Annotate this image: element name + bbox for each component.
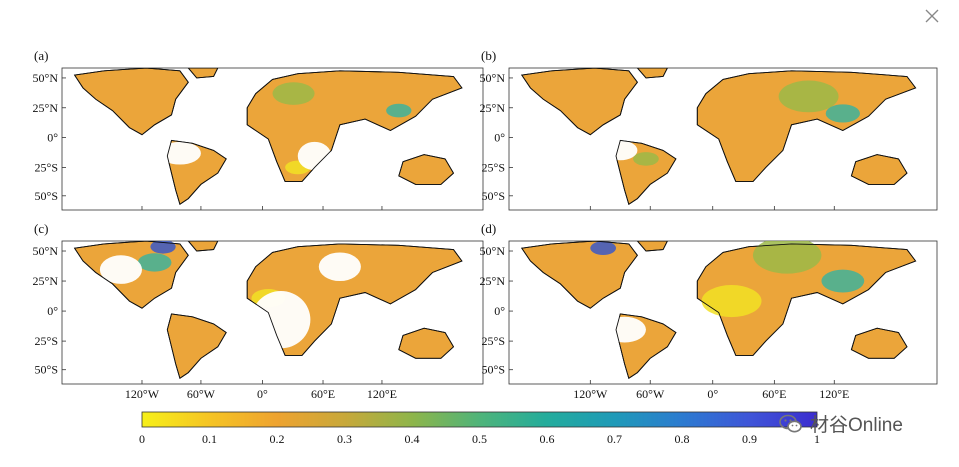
colorbar-tick-label: 0.7 <box>607 432 622 446</box>
lat-tick-label: 25°N <box>33 274 59 288</box>
lon-tick-label: 60°W <box>636 387 665 401</box>
lon-tick-label: 120°W <box>573 387 608 401</box>
map-panel-b: (b) 50°N 25°N 0° 25°S 50°S <box>480 48 938 211</box>
coastline-australia <box>850 154 908 185</box>
value-patch <box>701 285 762 318</box>
coastline-northAmerica <box>521 68 638 136</box>
lat-tick-label: 25°S <box>35 334 58 348</box>
value-patch <box>150 241 176 254</box>
coastline-africaEurasia <box>696 243 917 356</box>
coastline-southAmerica <box>166 313 227 380</box>
no-data-patch <box>318 252 361 282</box>
colorbar-tick-label: 0.5 <box>472 432 487 446</box>
lat-tick-label: 0° <box>494 304 505 318</box>
coastline-southAmerica <box>615 313 677 380</box>
no-data-patch <box>251 291 311 349</box>
close-icon <box>925 9 939 23</box>
no-data-patch <box>158 141 201 165</box>
colorbar-tick-label: 0.6 <box>540 432 555 446</box>
wechat-icon <box>779 414 802 432</box>
value-patch <box>272 82 315 105</box>
panel-label: (b) <box>481 48 496 63</box>
value-patch <box>821 269 865 293</box>
watermark: 材谷Online <box>778 410 903 437</box>
coastline-africaEurasia <box>246 70 463 183</box>
value-patch <box>778 80 839 113</box>
map-panel-c: (c) 50°N 25°N 0° 25°S 50°S 120°W 60°W 0° 60°E 120°… <box>33 221 484 401</box>
no-data-patch <box>603 140 638 161</box>
lon-tick-label: 60°W <box>187 387 216 401</box>
map-panel-a: (a) 50°N 25°N 0° 25°S 50°S <box>33 48 484 211</box>
coastline-australia <box>850 327 908 359</box>
lat-tick-label: 25°S <box>482 160 505 174</box>
lat-tick-label: 50°N <box>33 71 59 85</box>
no-data-patch <box>603 316 646 343</box>
lon-tick-label: 120°W <box>125 387 160 401</box>
lon-tick-label: 120°E <box>367 387 397 401</box>
lat-tick-label: 25°N <box>33 101 59 115</box>
lat-tick-label: 25°S <box>482 334 505 348</box>
colorbar-tick-label: 0.1 <box>202 432 217 446</box>
colorbar-tick-label: 0.4 <box>405 432 420 446</box>
panel-label: (c) <box>34 221 48 236</box>
value-patch <box>825 104 860 123</box>
colorbar-tick-label: 0 <box>139 432 145 446</box>
panel-label: (a) <box>34 48 48 63</box>
value-patch <box>137 253 172 272</box>
coastline-southAmerica <box>166 139 227 206</box>
coastline-greenland <box>187 241 219 252</box>
colorbar-tick-label: 0.8 <box>675 432 690 446</box>
coastline-australia <box>398 327 455 359</box>
close-button[interactable] <box>921 5 943 27</box>
panel-label: (d) <box>481 221 496 236</box>
colorbar-tick-label: 0.3 <box>337 432 352 446</box>
lat-tick-label: 50°S <box>482 363 505 377</box>
coastline-greenland <box>636 241 668 252</box>
coastline-northAmerica <box>521 241 638 309</box>
lat-tick-label: 0° <box>47 131 58 145</box>
watermark-text: 材谷Online <box>810 415 903 436</box>
value-patch <box>752 241 822 274</box>
lat-tick-label: 0° <box>47 304 58 318</box>
colorbar-tick-label: 1 <box>814 432 820 446</box>
lat-tick-label: 50°N <box>480 71 506 85</box>
map-panel-d: (d) 50°N 25°N 0° 25°S 50°S 120°W 60°W 0° 60°E 120°… <box>480 221 938 401</box>
lat-tick-label: 25°S <box>35 160 58 174</box>
lon-tick-label: 60°E <box>311 387 335 401</box>
coastline-greenland <box>636 68 668 79</box>
colorbar-tick-label: 0.9 <box>742 432 757 446</box>
lon-tick-label: 60°E <box>762 387 786 401</box>
no-data-patch <box>99 255 142 284</box>
lat-tick-label: 0° <box>494 131 505 145</box>
lat-tick-label: 50°S <box>482 189 505 203</box>
land-layer <box>73 68 463 206</box>
lat-tick-label: 50°N <box>480 244 506 258</box>
lat-tick-label: 50°S <box>35 363 58 377</box>
value-patch <box>633 152 659 166</box>
value-patch <box>590 241 616 256</box>
lon-tick-label: 120°E <box>819 387 849 401</box>
lat-tick-label: 25°N <box>480 101 506 115</box>
land-layer <box>521 241 917 380</box>
coastline-australia <box>398 154 455 185</box>
lat-tick-label: 50°N <box>33 244 59 258</box>
land-layer <box>73 241 463 380</box>
lat-tick-label: 50°S <box>35 189 58 203</box>
lon-tick-label: 0° <box>257 387 268 401</box>
colorbar-tick-label: 0.2 <box>270 432 285 446</box>
coastline-southAmerica <box>615 139 677 206</box>
coastline-northAmerica <box>73 68 189 136</box>
coastline-africaEurasia <box>246 243 463 356</box>
lon-tick-label: 0° <box>707 387 718 401</box>
coastline-africaEurasia <box>696 70 917 183</box>
value-patch <box>386 103 412 118</box>
no-data-patch <box>297 141 332 171</box>
lat-tick-label: 25°N <box>480 274 506 288</box>
land-layer <box>521 68 917 206</box>
coastline-northAmerica <box>73 241 189 309</box>
colorbar <box>141 411 818 428</box>
coastline-greenland <box>187 68 219 79</box>
